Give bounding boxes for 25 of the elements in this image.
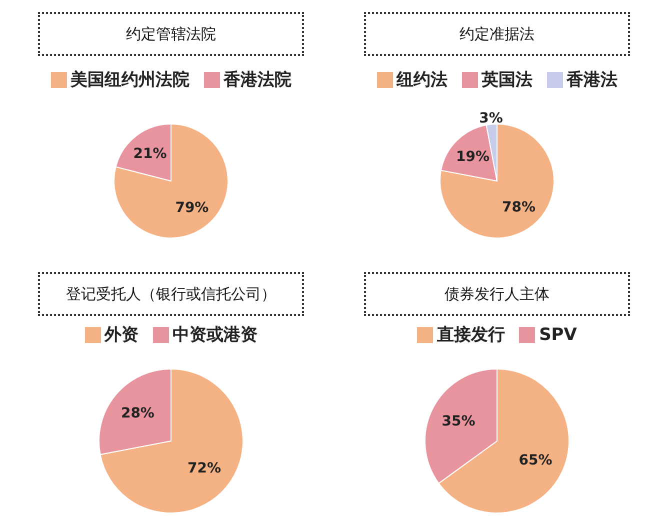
- chart-title: 约定管辖法院: [38, 12, 304, 56]
- pie-slice: [100, 368, 244, 514]
- data-label: 28%: [120, 405, 154, 422]
- legend-label: 香港法: [566, 69, 618, 91]
- data-label: 3%: [479, 110, 503, 126]
- data-label: 65%: [518, 452, 552, 469]
- legend-label: 直接发行: [436, 324, 506, 346]
- chart-title: 登记受托人（银行或信托公司）: [38, 272, 304, 316]
- legend-label: 美国纽约州法院: [69, 69, 190, 91]
- legend-label: 外资: [103, 324, 138, 346]
- legend-label: 香港法院: [222, 69, 292, 91]
- legend-label: 纽约法: [395, 69, 448, 91]
- data-label: 79%: [175, 200, 209, 216]
- pie-slice: [114, 124, 228, 238]
- data-label: 78%: [502, 199, 536, 216]
- legend-label: SPV: [538, 324, 577, 346]
- legend-label: 英国法: [480, 69, 532, 91]
- chart-title: 债券发行人主体: [364, 272, 630, 316]
- data-label: 35%: [442, 413, 476, 430]
- data-label: 21%: [133, 146, 167, 162]
- pie-slice: [440, 124, 554, 238]
- legend-label: 中资或港资: [172, 324, 258, 346]
- chart-title: 约定准据法: [364, 12, 630, 56]
- data-label: 72%: [188, 460, 222, 477]
- data-label: 19%: [456, 148, 490, 165]
